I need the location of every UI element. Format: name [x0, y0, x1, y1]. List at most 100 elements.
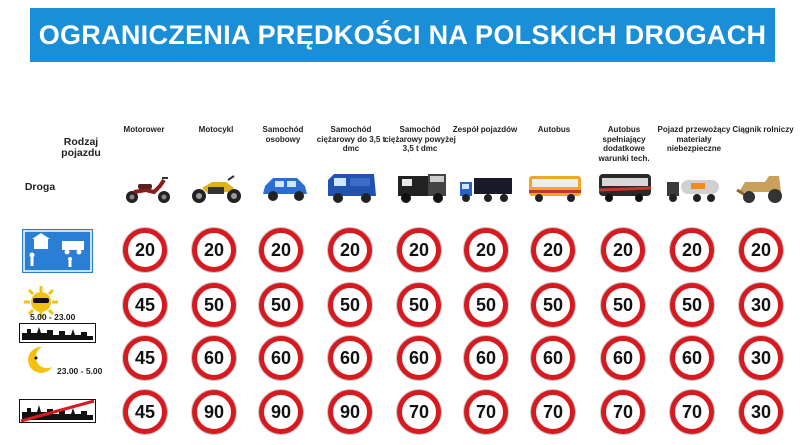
speed-limit-value: 60: [681, 347, 703, 368]
speed-limit-sign: 20: [531, 228, 575, 272]
speed-limit-sign: 20: [123, 228, 167, 272]
speed-limit-value: 70: [612, 401, 634, 422]
speed-limit-sign: 50: [259, 283, 303, 327]
column-label-hazmat-vehicle: Pojazd przewożący materiały niebezpieczn…: [657, 125, 731, 153]
column-label-tractor: Ciągnik rolniczy: [732, 125, 794, 134]
speed-limit-sign: 70: [531, 390, 575, 434]
van-icon: [324, 170, 380, 206]
speed-limit-sign: 20: [192, 228, 236, 272]
speed-limit-value: 20: [408, 239, 430, 260]
speed-limit-sign: 45: [123, 390, 167, 434]
speed-limit-value: 90: [270, 401, 292, 422]
column-label-light-truck: Samochód ciężarowy do 3,5 t dmc: [316, 125, 386, 153]
speed-limit-sign: 60: [259, 336, 303, 380]
speed-limit-value: 20: [750, 239, 772, 260]
speed-limit-value: 50: [270, 294, 292, 315]
speed-limit-value: 50: [612, 294, 634, 315]
speed-limit-sign: 60: [192, 336, 236, 380]
tractor-icon: [735, 170, 791, 206]
speed-limit-sign: 50: [397, 283, 441, 327]
truck-icon: [394, 170, 450, 206]
speed-limit-value: 60: [203, 347, 225, 368]
speed-limit-sign: 50: [328, 283, 372, 327]
speed-limit-value: 60: [542, 347, 564, 368]
speed-limit-sign: 50: [601, 283, 645, 327]
column-label-motorcycle: Motocykl: [198, 125, 234, 134]
speed-limit-sign: 30: [739, 390, 783, 434]
speed-limit-value: 60: [270, 347, 292, 368]
speed-limit-value: 90: [203, 401, 225, 422]
speed-limit-value: 20: [134, 239, 156, 260]
speed-limit-value: 20: [339, 239, 361, 260]
road-type-label: Droga: [24, 181, 56, 193]
speed-limit-sign: 60: [397, 336, 441, 380]
speed-limit-sign: 90: [192, 390, 236, 434]
speed-limit-value: 60: [475, 347, 497, 368]
motorcycle-icon: [188, 170, 244, 206]
speed-limit-sign: 60: [531, 336, 575, 380]
speed-limit-value: 30: [750, 401, 772, 422]
speed-limit-sign: 20: [670, 228, 714, 272]
tanker-icon: [665, 170, 721, 206]
speed-limit-value: 60: [339, 347, 361, 368]
speed-limit-sign: 20: [601, 228, 645, 272]
speed-limit-value: 20: [681, 239, 703, 260]
speed-limit-sign: 60: [464, 336, 508, 380]
speed-limit-value: 45: [134, 294, 156, 315]
speed-limit-sign: 90: [259, 390, 303, 434]
speed-limit-value: 50: [339, 294, 361, 315]
speed-limit-sign: 60: [601, 336, 645, 380]
column-label-moped: Motorower: [123, 125, 165, 134]
residential-zone-sign-icon: [22, 229, 93, 273]
speed-limit-value: 45: [134, 347, 156, 368]
speed-limit-sign: 70: [601, 390, 645, 434]
built-up-area-day-icon: [19, 323, 96, 343]
speed-limit-value: 50: [542, 294, 564, 315]
speed-limit-value: 20: [270, 239, 292, 260]
speed-limit-sign: 20: [397, 228, 441, 272]
speed-limit-value: 20: [542, 239, 564, 260]
speed-limit-sign: 50: [670, 283, 714, 327]
speed-limit-sign: 60: [670, 336, 714, 380]
speed-limit-value: 20: [203, 239, 225, 260]
truck-trailer-icon: [458, 170, 514, 206]
column-label-coach: Autobus spełniający dodatkowe warunki te…: [598, 125, 650, 163]
speed-limit-value: 45: [134, 401, 156, 422]
bus-icon: [527, 170, 583, 206]
moon-icon: [24, 345, 54, 375]
column-label-car: Samochód osobowy: [262, 125, 304, 144]
speed-limit-value: 20: [612, 239, 634, 260]
night-time-range: 23.00 - 5.00: [57, 366, 103, 376]
day-time-range: 5.00 - 23.00: [30, 312, 76, 322]
column-label-heavy-truck: Samochód ciężarowy powyżej 3,5 t dmc: [384, 125, 456, 153]
speed-limit-sign: 20: [739, 228, 783, 272]
speed-limit-value: 90: [339, 401, 361, 422]
speed-limit-sign: 60: [328, 336, 372, 380]
car-icon: [257, 170, 313, 206]
sun-icon: [21, 285, 61, 319]
speed-limit-value: 60: [612, 347, 634, 368]
moped-icon: [120, 170, 176, 206]
speed-limit-sign: 70: [464, 390, 508, 434]
speed-limit-value: 50: [408, 294, 430, 315]
speed-limit-value: 30: [750, 294, 772, 315]
column-label-vehicle-combination: Zespół pojazdów: [452, 125, 518, 134]
speed-limit-value: 50: [681, 294, 703, 315]
speed-limit-value: 50: [203, 294, 225, 315]
title-banner: OGRANICZENIA PRĘDKOŚCI NA POLSKICH DROGA…: [30, 8, 775, 62]
column-label-bus: Autobus: [537, 125, 571, 134]
speed-limit-sign: 70: [670, 390, 714, 434]
speed-limit-sign: 70: [397, 390, 441, 434]
speed-limit-sign: 30: [739, 283, 783, 327]
speed-limit-sign: 20: [259, 228, 303, 272]
coach-icon: [597, 170, 653, 206]
speed-limit-sign: 45: [123, 336, 167, 380]
speed-limit-sign: 20: [328, 228, 372, 272]
speed-limit-value: 50: [475, 294, 497, 315]
speed-limit-value: 20: [475, 239, 497, 260]
speed-limit-value: 70: [681, 401, 703, 422]
speed-limit-value: 60: [408, 347, 430, 368]
speed-limit-sign: 45: [123, 283, 167, 327]
speed-limit-sign: 30: [739, 336, 783, 380]
speed-limit-sign: 50: [464, 283, 508, 327]
